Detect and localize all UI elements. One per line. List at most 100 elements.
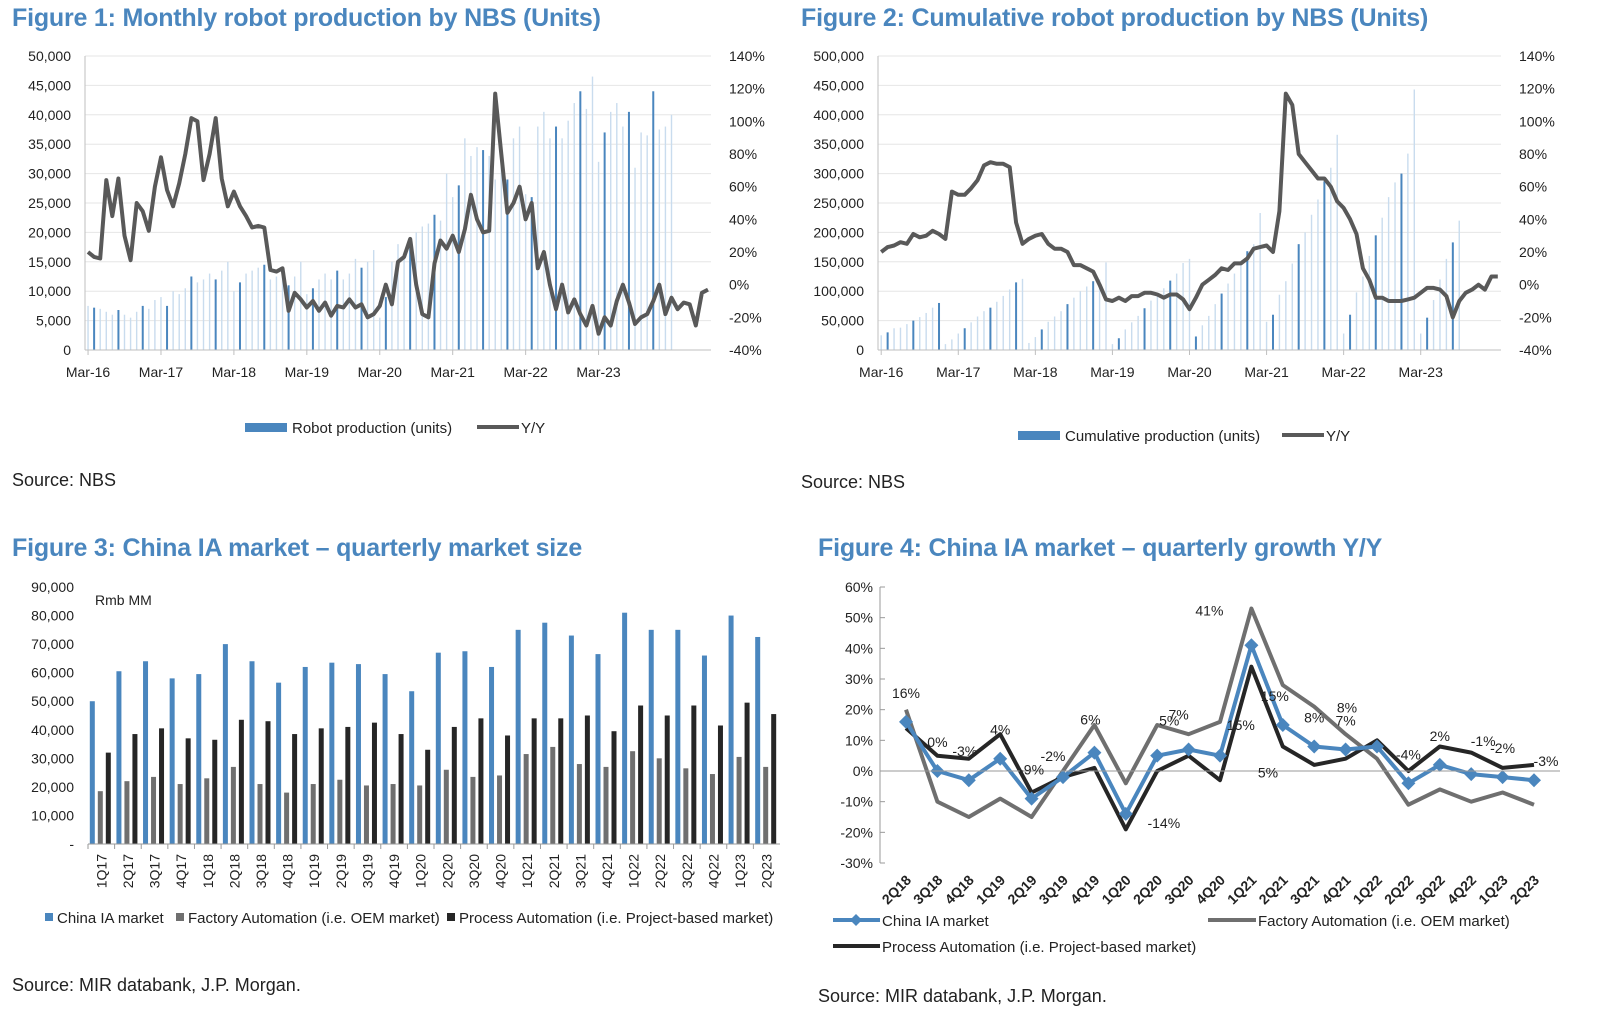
bar-pa [318, 728, 324, 844]
x-tick-label: Mar-18 [1013, 364, 1058, 380]
bar [439, 220, 442, 350]
bar [427, 223, 430, 350]
bar [1407, 153, 1409, 350]
figure-4-title: Figure 4: China IA market – quarterly gr… [818, 534, 1383, 562]
bar-ia [595, 654, 601, 844]
bar-pa [238, 719, 244, 844]
bar [269, 279, 272, 350]
x-tick-label: 4Q22 [705, 854, 721, 888]
bar [123, 314, 126, 350]
x-tick-label: 4Q21 [1318, 872, 1354, 908]
x-tick-label: 4Q20 [1193, 872, 1229, 908]
bar [1194, 336, 1197, 350]
y-left-tick-label: 10,000 [28, 283, 71, 299]
y-left-tick-label: 450,000 [813, 77, 864, 93]
bar [1150, 300, 1152, 350]
bar [1220, 293, 1223, 350]
ia-marker [1432, 757, 1447, 772]
bar-fa [337, 779, 343, 844]
bar [537, 126, 539, 350]
legend-label-line: Y/Y [1326, 428, 1350, 445]
x-tick-label: 2Q20 [1130, 872, 1166, 908]
bar [561, 138, 563, 350]
x-tick-label: 3Q20 [1161, 872, 1197, 908]
bar [257, 267, 259, 350]
bar [931, 307, 934, 350]
x-tick-label: Mar-20 [1167, 364, 1212, 380]
y-right-tick-label: 80% [1519, 146, 1547, 162]
bar-ia [222, 644, 228, 844]
bar-pa [212, 739, 218, 844]
x-tick-label: Mar-19 [1090, 364, 1135, 380]
bar [275, 276, 278, 350]
bar-fa [523, 754, 529, 844]
ia-marker [1244, 638, 1259, 653]
bar [664, 126, 667, 350]
bar [172, 291, 174, 350]
y-right-tick-label: -20% [729, 309, 762, 325]
legend-label-bars: Robot production (units) [292, 420, 452, 437]
x-tick-label: 1Q23 [732, 854, 748, 888]
bar [1130, 322, 1133, 350]
data-label: -3% [952, 743, 977, 759]
ia-marker [993, 751, 1008, 766]
ia-marker [1087, 745, 1102, 760]
figure-4-source: Source: MIR databank, J.P. Morgan. [818, 986, 1107, 1006]
y-left-tick-label: 250,000 [813, 195, 864, 211]
bar [336, 270, 339, 350]
y-right-tick-label: 120% [1519, 81, 1555, 97]
bar [214, 279, 217, 350]
x-tick-label: Mar-22 [503, 364, 548, 380]
bar [457, 185, 460, 350]
bar [1137, 315, 1139, 350]
bar [640, 132, 642, 350]
bar [184, 288, 186, 350]
ia-marker [1213, 748, 1227, 763]
bar-pa [292, 734, 298, 844]
bar [1253, 244, 1255, 350]
y-right-tick-label: -20% [1519, 309, 1552, 325]
figure-1-chart: 0 5,000 10,000 15,000 20,000 25,000 30,000 35,0… [28, 48, 765, 437]
legend-label-bars: Cumulative production (units) [1065, 428, 1260, 445]
legend-label: Process Automation (i.e. Project-based m… [882, 939, 1196, 956]
bar-fa [363, 785, 369, 844]
bar [233, 291, 235, 350]
x-tick-label: 4Q18 [941, 872, 977, 908]
bar-fa [443, 769, 449, 844]
bar [99, 308, 101, 350]
bar [160, 297, 162, 350]
y-right-tick-label: 0% [1519, 277, 1539, 293]
bar [585, 108, 588, 350]
x-tick-label: 1Q20 [413, 854, 429, 888]
bar-ia [515, 629, 521, 844]
ia-marker [1118, 806, 1133, 821]
bar-fa [417, 785, 423, 844]
bar [227, 261, 229, 350]
x-tick-label: 1Q21 [519, 854, 535, 888]
bar [1105, 262, 1107, 350]
bar [1259, 212, 1261, 350]
yy-series-line [86, 91, 709, 336]
y-left-tick-label: 15,000 [28, 254, 71, 270]
bar [1451, 242, 1454, 350]
y-left-tick-label: 45,000 [28, 77, 71, 93]
bar-ia [382, 674, 388, 844]
bar-pa [478, 718, 484, 844]
bar-pa [345, 726, 351, 844]
bar [287, 285, 290, 350]
bar-ia [435, 652, 441, 844]
y-left-tick-label: 40,000 [28, 107, 71, 123]
x-tick-label: Mar-16 [66, 364, 111, 380]
y-right-tick-label: 40% [1519, 211, 1547, 227]
x-tick-label: 3Q20 [466, 854, 482, 888]
x-tick-label: 3Q18 [253, 854, 269, 888]
x-tick-label: 2Q17 [120, 854, 136, 888]
x-tick-label: 2Q19 [1004, 872, 1040, 908]
bar-pa [531, 718, 537, 844]
y-tick-label: 50,000 [31, 693, 74, 709]
bar [1394, 182, 1396, 350]
y-right-tick-label: 60% [1519, 179, 1547, 195]
data-label: -14% [1147, 815, 1180, 831]
bar [403, 252, 405, 350]
y-left-tick-label: 500,000 [813, 48, 864, 64]
